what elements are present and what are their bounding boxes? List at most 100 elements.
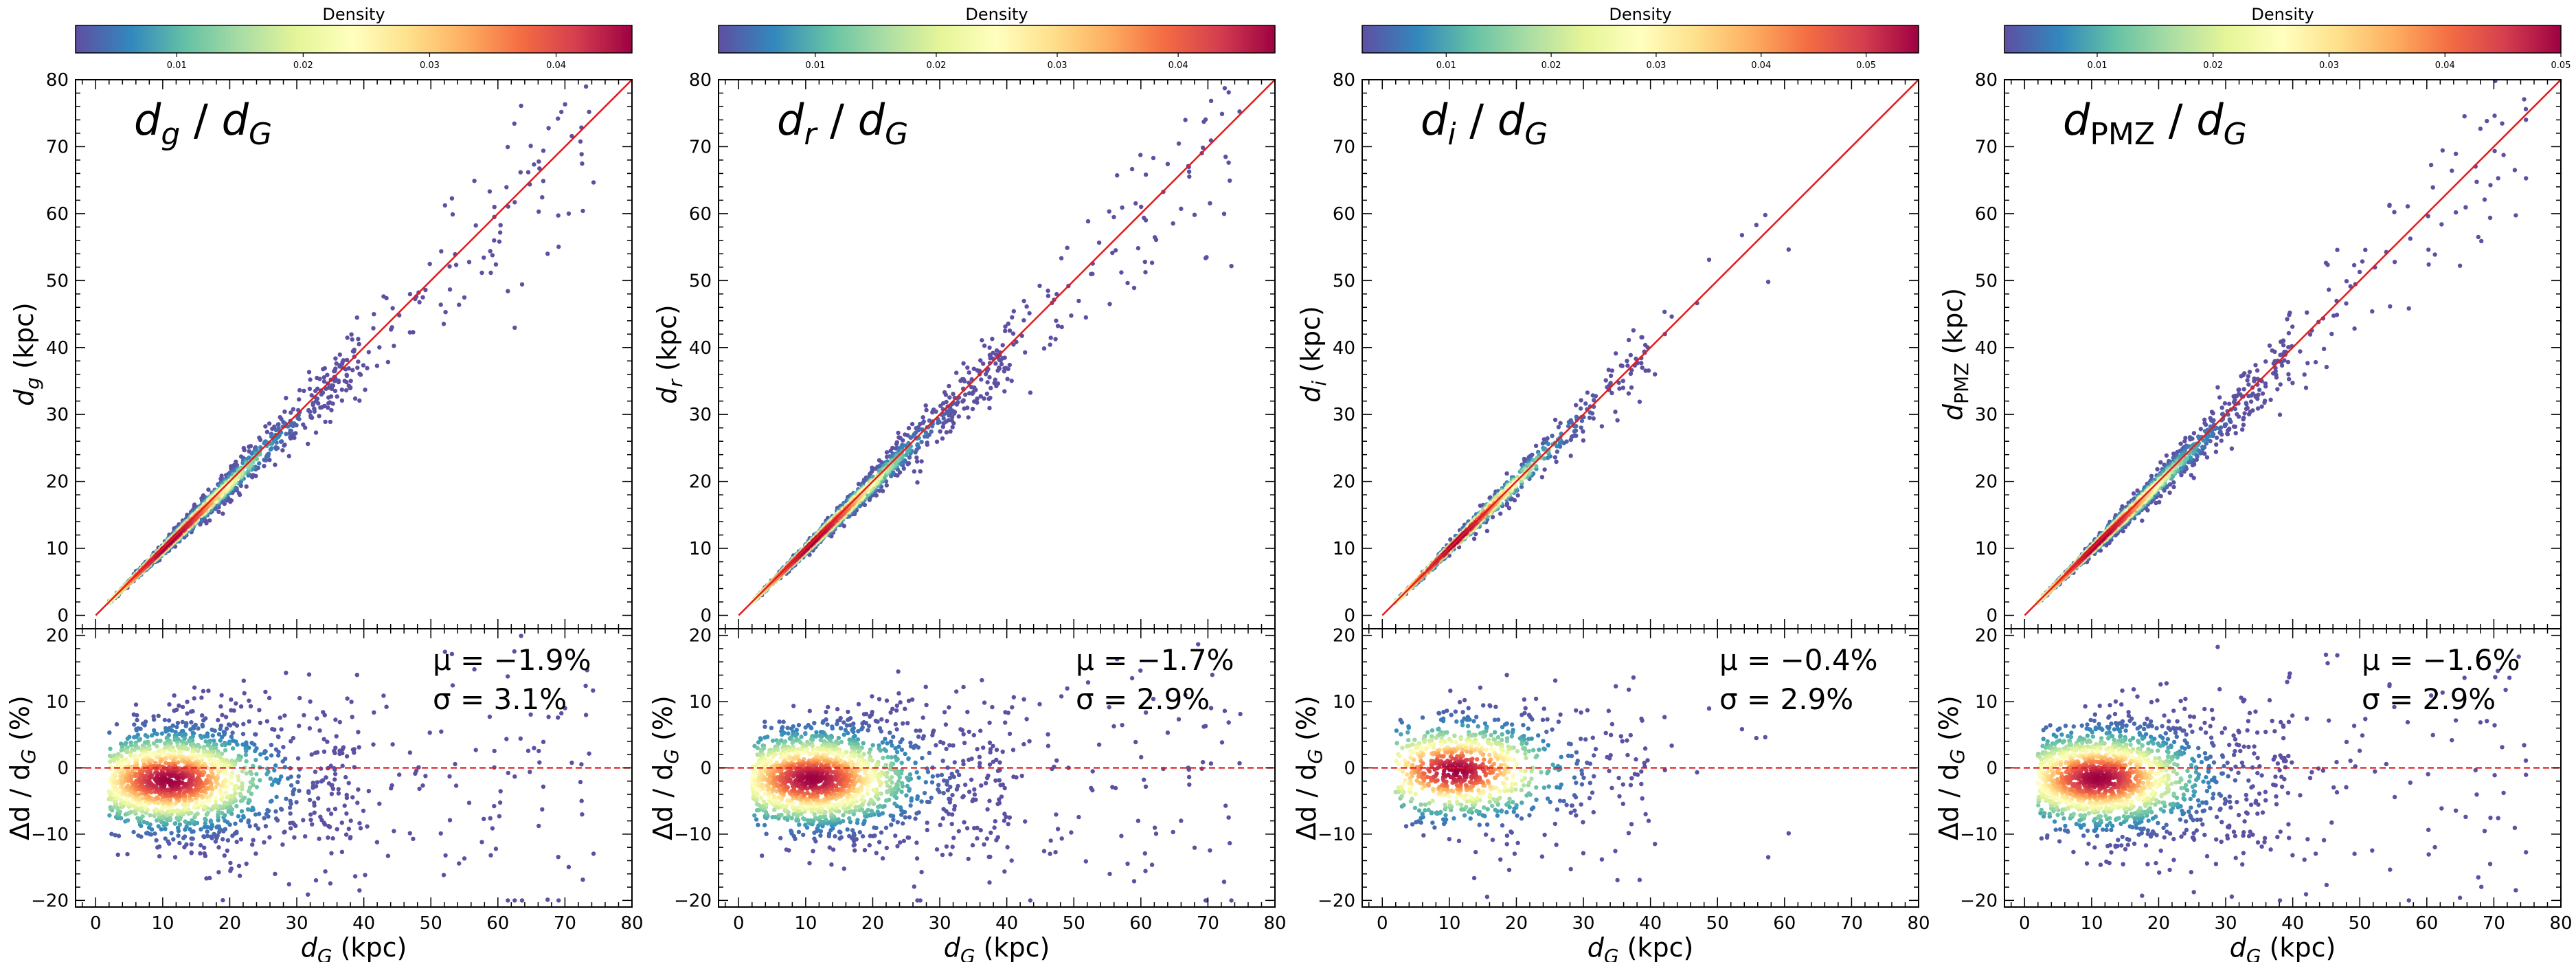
scatter-point — [318, 405, 323, 410]
scatter-point — [1069, 313, 1074, 318]
residual-point — [490, 826, 495, 831]
scatter-point — [1076, 298, 1081, 304]
scatter-point — [262, 458, 267, 462]
residual-point — [207, 875, 212, 881]
residual-point — [116, 834, 122, 838]
residual-point — [190, 756, 195, 761]
residual-point — [556, 898, 561, 903]
residual-point — [234, 723, 240, 728]
scatter-point — [1107, 302, 1112, 306]
scatter-point — [888, 448, 893, 454]
residual-point — [146, 794, 151, 799]
residual-point — [203, 779, 208, 785]
residual-point — [163, 836, 168, 841]
residual-point — [385, 853, 391, 858]
residual-point — [199, 800, 205, 805]
scatter-point — [1138, 153, 1143, 157]
scatter-point — [1023, 350, 1028, 355]
residual-point — [108, 759, 113, 764]
residual-point — [204, 876, 209, 881]
sigma-value: σ = 3.1% — [433, 682, 567, 716]
scatter-point — [1179, 206, 1184, 211]
scatter-point — [591, 58, 595, 63]
residual-point — [223, 715, 229, 719]
residual-point — [119, 816, 124, 820]
residual-point — [288, 820, 293, 826]
residual-point — [536, 823, 541, 829]
residual-point — [183, 724, 188, 728]
residual-point — [313, 750, 318, 755]
scatter-point — [276, 422, 281, 427]
residual-point — [155, 743, 159, 749]
residual-point — [282, 765, 288, 770]
residual-point — [346, 827, 351, 831]
residual-point — [137, 738, 142, 743]
scatter-point — [289, 410, 293, 415]
residual-point — [244, 861, 249, 866]
residual-point — [498, 789, 503, 794]
residual-point — [528, 770, 532, 774]
scatter-point — [319, 392, 324, 397]
residual-point — [130, 803, 135, 808]
residual-point — [242, 691, 247, 696]
scatter-point — [1000, 343, 1005, 348]
residual-point — [218, 704, 223, 709]
scatter-point — [981, 361, 986, 366]
scatter-point — [288, 428, 293, 433]
residual-point — [172, 855, 178, 860]
scatter-point — [326, 395, 331, 400]
residual-point — [329, 851, 334, 855]
residual-point — [228, 723, 233, 728]
scatter-point — [407, 330, 412, 335]
scatter-point — [1083, 315, 1089, 320]
residual-point — [343, 774, 348, 780]
residual-point — [214, 753, 218, 759]
residual-point — [185, 700, 190, 704]
residual-point — [512, 649, 517, 654]
scatter-point — [941, 416, 946, 421]
residual-point — [242, 795, 247, 801]
residual-point — [221, 897, 225, 903]
y-tick-label: 80 — [46, 70, 69, 91]
residual-point — [152, 783, 157, 788]
residual-point — [175, 825, 181, 831]
residual-point — [155, 738, 159, 743]
residual-point — [307, 797, 313, 803]
residual-point — [344, 754, 350, 759]
scatter-point — [473, 223, 478, 228]
residual-point — [262, 840, 267, 845]
scatter-point — [472, 179, 477, 183]
residual-point — [247, 785, 253, 790]
scatter-point — [206, 487, 211, 492]
scatter-point — [257, 461, 262, 466]
residual-point — [220, 735, 225, 740]
residual-point — [306, 672, 312, 677]
scatter-point — [545, 251, 550, 256]
residual-point — [505, 674, 510, 679]
scatter-point — [333, 356, 338, 361]
y-axis-label: dg (kpc) — [9, 302, 44, 406]
scatter-point — [326, 401, 331, 405]
residual-point — [337, 719, 342, 725]
residual-point — [352, 874, 358, 879]
residual-point — [162, 752, 167, 757]
residual-point — [337, 748, 342, 753]
scatter-point — [922, 434, 927, 439]
scatter-point — [244, 484, 249, 489]
residual-point — [218, 726, 223, 732]
residual-point — [253, 757, 258, 763]
residual-point — [218, 738, 223, 743]
residual-y-tick-label: 10 — [46, 692, 69, 713]
residual-point — [162, 798, 167, 803]
mu-value: μ = −1.9% — [433, 643, 591, 677]
residual-point — [566, 864, 572, 870]
residual-point — [273, 816, 279, 821]
scatter-point — [923, 430, 929, 435]
residual-point — [221, 837, 225, 842]
residual-point — [194, 800, 199, 805]
residual-point — [229, 697, 234, 702]
colorbar-tick-label: 0.04 — [546, 60, 566, 71]
scatter-point — [927, 418, 932, 423]
scatter-point — [1183, 118, 1188, 122]
residual-point — [192, 782, 198, 787]
